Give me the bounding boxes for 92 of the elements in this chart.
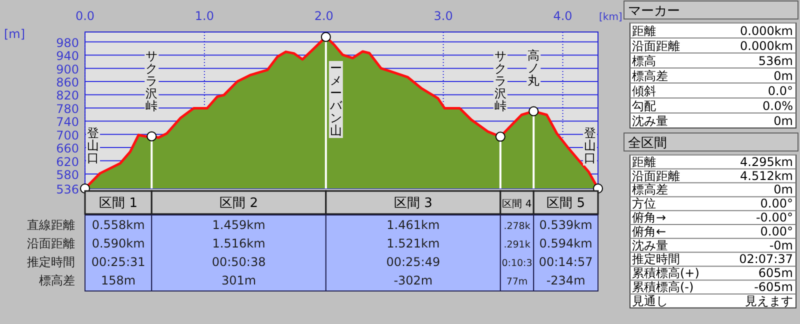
text: 0m xyxy=(774,114,793,128)
x-tick-label: 1.0 xyxy=(194,9,214,23)
text: .291k xyxy=(504,240,530,250)
text: 0.0% xyxy=(762,99,793,113)
y-tick-label: 900 xyxy=(56,62,79,76)
y-tick-label: 820 xyxy=(56,88,79,103)
category-label: 区間 4 xyxy=(502,199,532,210)
category-label: 俯角→ xyxy=(632,210,666,224)
text: 見えます xyxy=(745,294,793,308)
text: 536m xyxy=(758,54,793,68)
annotation: 高ノ丸 xyxy=(528,48,540,88)
category-label: 俯角← xyxy=(632,224,666,238)
category-label: 沈み量 xyxy=(632,114,668,128)
text: 00:14:57 xyxy=(538,255,593,269)
category-label: 標高差 xyxy=(632,69,668,83)
text: 0.558km xyxy=(92,218,145,232)
category-label: 沿面距離 xyxy=(27,236,75,250)
x-axis-title: [km] xyxy=(599,12,622,23)
text: 158m xyxy=(101,274,136,288)
text: 0m xyxy=(774,69,793,83)
text: 301m xyxy=(221,274,256,288)
text: 0.0° xyxy=(768,84,793,98)
y-tick-label: 980 xyxy=(56,36,79,50)
annotation: 登山口 xyxy=(584,126,596,165)
y-axis-title: [m] xyxy=(4,27,26,41)
category-label: 累積標高(-) xyxy=(632,280,694,294)
text: 4.512km xyxy=(740,168,793,183)
text: 0:10:3 xyxy=(502,258,532,269)
category-label: 累積標高(+) xyxy=(632,266,700,280)
category-label: 区間 3 xyxy=(394,196,432,211)
category-label: 標高差 xyxy=(39,274,75,288)
y-tick-label: 660 xyxy=(56,142,79,156)
y-tick-label: 700 xyxy=(56,128,79,142)
text: 02:07:37 xyxy=(739,252,793,266)
y-tick-label: 580 xyxy=(56,168,79,182)
text: 1.516km xyxy=(212,236,266,250)
category-label: 距離 xyxy=(632,24,656,38)
x-tick-label: 0.0 xyxy=(75,9,95,23)
x-tick-label: 4.0 xyxy=(553,9,572,23)
annotation: 登山口 xyxy=(87,126,99,165)
category-label: 勾配 xyxy=(632,99,656,113)
category-label: 方位 xyxy=(632,196,656,211)
category-label: 距離 xyxy=(632,154,656,169)
text: -605m xyxy=(754,280,793,294)
text: -0.00° xyxy=(756,210,793,224)
category-label: 見通し xyxy=(632,294,668,308)
category-label: 区間 5 xyxy=(546,196,586,211)
text: 4.295km xyxy=(740,154,793,169)
category-label: 沈み量 xyxy=(632,238,668,252)
category-label: 沿面距離 xyxy=(632,168,680,183)
text: 0.590km xyxy=(92,236,145,250)
text: 00:25:31 xyxy=(91,255,146,269)
category-label: 標高差 xyxy=(632,182,668,197)
category-label: 区間 1 xyxy=(99,196,138,211)
category-label: 区間 2 xyxy=(220,196,258,211)
y-tick-label: 620 xyxy=(56,154,79,169)
text: 0.000km xyxy=(740,39,793,53)
text: 00:25:49 xyxy=(386,255,440,269)
text: 00:50:38 xyxy=(212,255,266,269)
text: マーカー xyxy=(628,4,680,19)
text: 0m xyxy=(774,182,793,197)
text: 0.594km xyxy=(539,236,592,250)
category-label: 傾斜 xyxy=(632,84,656,98)
text: 1.521km xyxy=(386,236,440,250)
text: .278k xyxy=(504,221,530,232)
annotation: サクラ沢峠 xyxy=(494,49,506,114)
text: 0.539km xyxy=(539,218,592,232)
text: -234m xyxy=(546,274,586,288)
text: 0.00° xyxy=(760,224,793,238)
annotation: ーメーバン山 xyxy=(328,61,343,138)
text: 1.459km xyxy=(212,218,266,232)
text: -302m xyxy=(394,274,433,288)
category-label: 推定時間 xyxy=(632,252,680,266)
y-tick-label: 740 xyxy=(56,115,79,130)
text: 77m xyxy=(506,276,528,288)
category-label: 直線距離 xyxy=(27,218,75,232)
text: 605m xyxy=(758,266,793,280)
category-label: 標高 xyxy=(632,54,656,68)
text: 0.000km xyxy=(740,24,793,38)
category-label: 沿面距離 xyxy=(632,39,680,53)
y-tick-label: 780 xyxy=(56,102,79,116)
text: 全区間 xyxy=(628,136,667,151)
y-tick-label: 536 xyxy=(56,182,79,196)
text: 1.461km xyxy=(386,218,440,232)
y-tick-label: 940 xyxy=(56,49,79,64)
annotation: サクラ沢峠 xyxy=(146,48,158,113)
x-tick-label: 3.0 xyxy=(434,9,453,23)
x-tick-label: 2.0 xyxy=(314,9,334,23)
y-tick-label: 860 xyxy=(56,76,79,90)
text: 0.00° xyxy=(760,196,793,211)
category-label: 推定時間 xyxy=(27,255,75,269)
text: -0m xyxy=(769,238,793,252)
